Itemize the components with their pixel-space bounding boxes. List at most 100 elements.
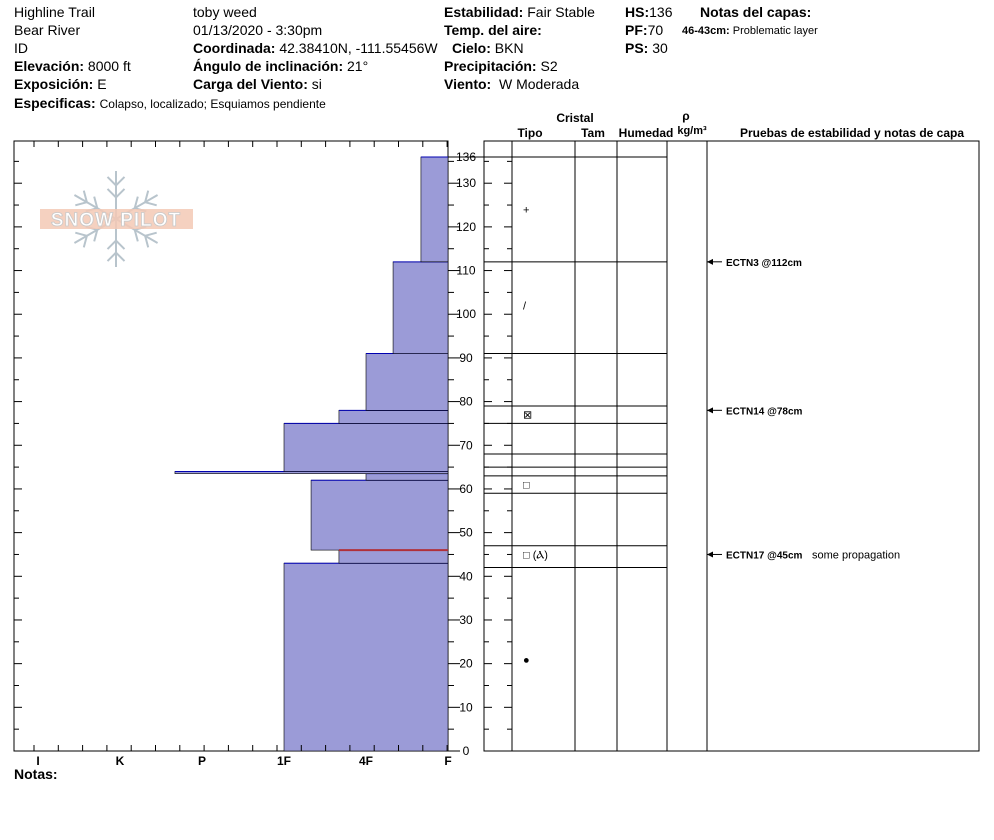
sky-label: Cielo: bbox=[452, 40, 491, 56]
test-label: ECTN14 @78cm bbox=[726, 406, 803, 417]
aspect-label: Exposición: bbox=[14, 76, 94, 92]
grain-symbol: / bbox=[523, 301, 527, 313]
specifics-label: Especificas: bbox=[14, 95, 96, 111]
flake-branch bbox=[133, 229, 139, 242]
flake-branch bbox=[133, 196, 139, 209]
coordinates: Coordinada: 42.38410N, -111.55456W bbox=[193, 40, 438, 56]
logo-text: SNOW PILOT bbox=[51, 210, 181, 231]
pf: PF:70 bbox=[625, 22, 663, 38]
x-tick-label: P bbox=[198, 754, 206, 768]
datetime: 01/13/2020 - 3:30pm bbox=[193, 22, 323, 38]
wind-load-value: si bbox=[311, 76, 322, 92]
stability-tests: ECTN3 @112cm ECTN14 @78cm ECTN17 @45cm some… bbox=[707, 258, 900, 561]
hardness-axis: I K P 1F 4F F bbox=[33, 141, 452, 768]
hardness-layer bbox=[283, 423, 449, 472]
hs-label: HS: bbox=[625, 4, 650, 20]
precip-label: Precipitación: bbox=[444, 58, 537, 74]
stability: Estabilidad: Fair Stable bbox=[444, 4, 595, 20]
stability-value: Fair Stable bbox=[527, 4, 595, 20]
ps-value: 30 bbox=[652, 40, 668, 56]
flake-branch bbox=[106, 251, 117, 262]
header-tests: Pruebas de estabilidad y notas de capa bbox=[740, 126, 964, 140]
y-tick-label: 80 bbox=[459, 395, 473, 409]
specifics-value: Colapso, localizado; Esquiamos pendiente bbox=[99, 97, 326, 111]
pf-label: PF: bbox=[625, 22, 648, 38]
y-tick-label: 50 bbox=[459, 526, 473, 540]
grain-symbol: □ bbox=[523, 480, 530, 492]
hardness-layer bbox=[365, 473, 449, 481]
test-arrow-head bbox=[707, 258, 713, 265]
ps-label: PS: bbox=[625, 40, 649, 56]
x-tick-label: F bbox=[444, 754, 451, 768]
sky-value: BKN bbox=[494, 40, 524, 56]
flake-branch bbox=[82, 235, 88, 248]
hardness-plot: I K P 1F 4F F 0 10 20 30 40 50 60 70 80 90 100 110 120 130… bbox=[13, 140, 512, 768]
hs-value: 136 bbox=[649, 4, 673, 20]
table-frame bbox=[483, 140, 980, 752]
flake-branch bbox=[115, 239, 126, 250]
location: Highline Trail bbox=[14, 4, 95, 20]
flake-branch bbox=[93, 229, 99, 242]
aspect-value: E bbox=[97, 76, 107, 92]
specifics: Especificas: Colapso, localizado; Esquia… bbox=[14, 95, 326, 112]
flake-branch bbox=[106, 239, 117, 250]
ps: PS: 30 bbox=[625, 40, 668, 56]
flake-branch bbox=[106, 188, 117, 199]
y-tick-label: 70 bbox=[459, 438, 473, 452]
slope: Ángulo de inclinación: 21° bbox=[193, 58, 368, 74]
hardness-layer bbox=[338, 410, 449, 424]
x-tick-label: 4F bbox=[359, 754, 373, 768]
aspect: Exposición: E bbox=[14, 76, 107, 92]
wind-load: Carga del Viento: si bbox=[193, 76, 322, 92]
elevation-value: 8000 ft bbox=[87, 58, 131, 74]
hardness-layer bbox=[310, 479, 449, 551]
hardness-layer bbox=[392, 261, 449, 354]
hardness-layer bbox=[283, 562, 449, 752]
layer-note-text: Problematic layer bbox=[732, 25, 818, 37]
y-tick-label: 110 bbox=[456, 264, 475, 278]
coord-value: 42.38410N, -111.55456W bbox=[279, 40, 438, 56]
header-tam: Tam bbox=[581, 126, 605, 140]
grain-symbol: ● bbox=[523, 654, 530, 666]
test-note: some propagation bbox=[812, 549, 900, 561]
observer: toby weed bbox=[193, 4, 257, 20]
flake-branch bbox=[115, 188, 126, 199]
y-tick-label: 130 bbox=[456, 176, 476, 190]
grain-symbol: + bbox=[523, 204, 529, 216]
snow-pilot-logo: SNOW PILOT bbox=[40, 171, 193, 267]
header-density-unit: kg/m³ bbox=[677, 125, 707, 137]
grain-symbol: ⊠ bbox=[523, 410, 532, 422]
crystal-table: Cristal Tipo Tam Humedad ρ kg/m³ Pruebas… bbox=[483, 109, 980, 752]
test-label: ECTN17 @45cm bbox=[726, 550, 803, 561]
y-tick-label: 20 bbox=[459, 657, 473, 671]
hs: HS:136 bbox=[625, 4, 672, 20]
wind-load-label: Carga del Viento: bbox=[193, 76, 308, 92]
layer-note: 46-43cm: Problematic layer bbox=[682, 23, 818, 39]
flake-branch bbox=[115, 176, 126, 187]
flake-branch bbox=[115, 251, 126, 262]
layer-notes-label: Notas del capas: bbox=[700, 4, 812, 20]
flake-branch bbox=[75, 201, 88, 207]
slope-label: Ángulo de inclinación: bbox=[193, 58, 344, 74]
flake-branch bbox=[75, 231, 88, 237]
layer-boundaries bbox=[484, 156, 667, 569]
test-label: ECTN3 @112cm bbox=[726, 258, 802, 269]
y-tick-label: 60 bbox=[459, 482, 473, 496]
header-humedad: Humedad bbox=[619, 126, 674, 140]
hardness-layers bbox=[174, 156, 449, 752]
test-arrow-head bbox=[707, 407, 713, 414]
hs-top-label: 136 bbox=[456, 150, 476, 164]
flake-branch bbox=[144, 190, 150, 203]
y-tick-label: 90 bbox=[459, 351, 473, 365]
pf-value: 70 bbox=[647, 22, 664, 38]
y-tick-label: 30 bbox=[459, 613, 473, 627]
flake-branch bbox=[93, 196, 99, 209]
flake-branch bbox=[144, 231, 157, 237]
logo-band bbox=[40, 209, 193, 229]
header-rho: ρ bbox=[682, 109, 689, 123]
hardness-layer bbox=[365, 353, 449, 411]
flake-branch bbox=[144, 235, 150, 248]
elevation: Elevación: 8000 ft bbox=[14, 58, 131, 74]
wind-value: W Moderada bbox=[498, 76, 580, 92]
stability-label: Estabilidad: bbox=[444, 4, 524, 20]
